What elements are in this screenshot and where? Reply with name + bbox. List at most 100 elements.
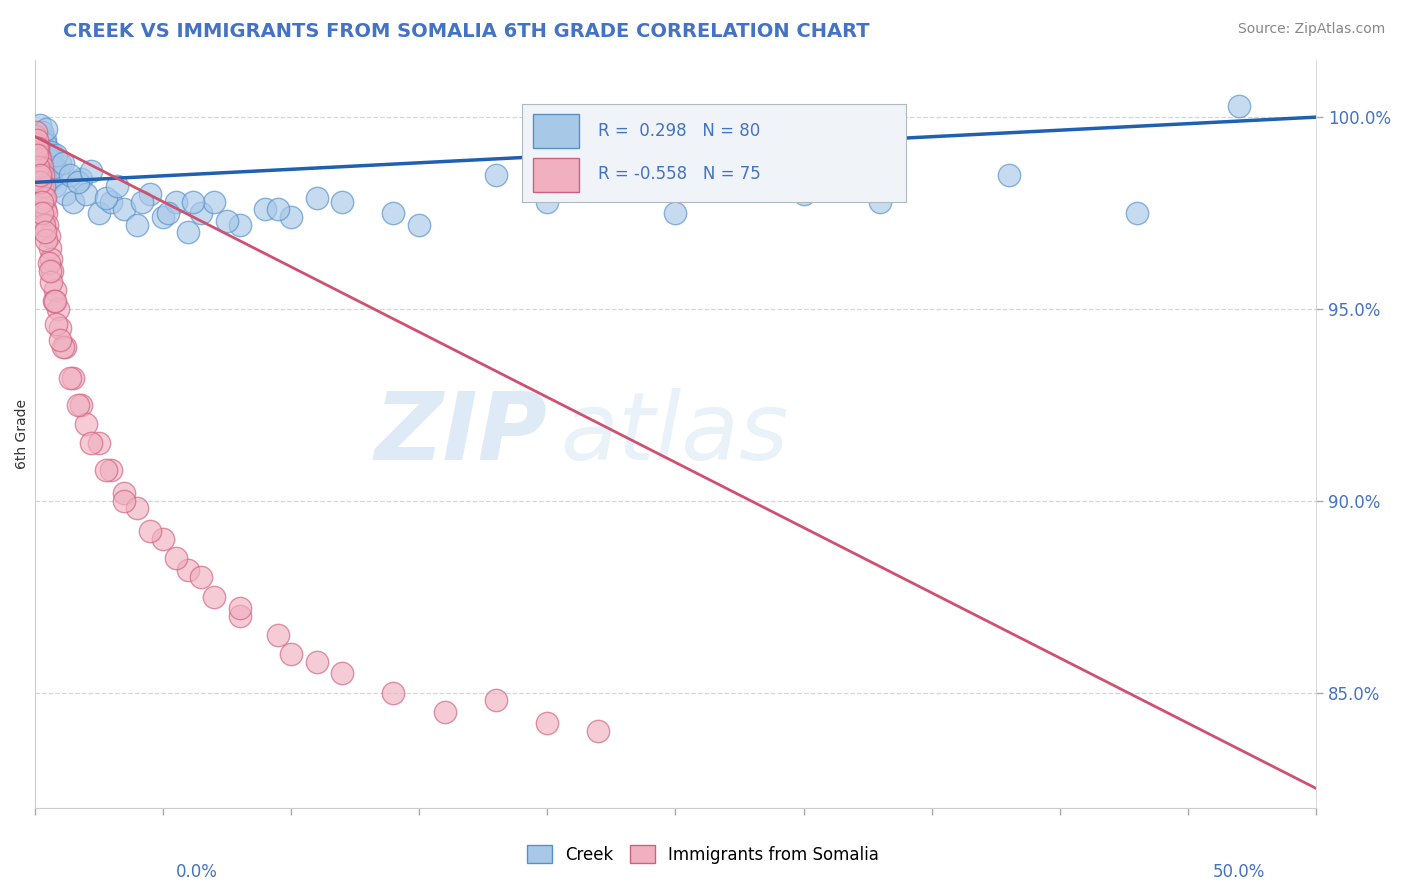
Text: atlas: atlas: [560, 388, 789, 479]
Point: [27, 160, 49, 174]
Point: [30, 153, 52, 167]
Point: [24, 129, 46, 144]
Point: [39, 241, 62, 255]
Point: [28, 168, 51, 182]
Point: [588, 723, 610, 738]
Text: CREEK VS IMMIGRANTS FROM SOMALIA 6TH GRADE CORRELATION CHART: CREEK VS IMMIGRANTS FROM SOMALIA 6TH GRA…: [63, 22, 870, 41]
Point: [305, 655, 328, 669]
Point: [42, 294, 65, 309]
Point: [44, 283, 66, 297]
Text: Source: ZipAtlas.com: Source: ZipAtlas.com: [1237, 22, 1385, 37]
Point: [32, 156, 55, 170]
Point: [28, 148, 51, 162]
Point: [31, 206, 53, 220]
Point: [42, 160, 65, 174]
Point: [49, 321, 72, 335]
Point: [25, 148, 48, 162]
Point: [34, 164, 56, 178]
Point: [24, 168, 46, 182]
Point: [741, 156, 763, 170]
Point: [45, 318, 67, 332]
Point: [30, 171, 52, 186]
Point: [52, 340, 75, 354]
Point: [152, 532, 174, 546]
Point: [997, 168, 1019, 182]
Point: [49, 333, 72, 347]
Point: [59, 371, 82, 385]
Point: [44, 179, 66, 194]
Point: [34, 225, 56, 239]
Text: ZIP: ZIP: [374, 388, 547, 480]
Point: [62, 371, 84, 385]
Point: [536, 716, 558, 731]
Point: [228, 608, 250, 623]
Point: [305, 191, 328, 205]
Point: [127, 501, 149, 516]
Point: [190, 570, 212, 584]
Point: [31, 194, 53, 209]
Point: [46, 164, 69, 178]
Point: [24, 136, 46, 151]
Point: [139, 524, 162, 539]
Point: [49, 156, 72, 170]
Point: [75, 186, 97, 201]
Point: [112, 202, 135, 217]
Point: [112, 486, 135, 500]
Point: [28, 118, 51, 132]
Point: [37, 160, 59, 174]
Point: [30, 145, 52, 159]
Point: [869, 194, 891, 209]
Point: [39, 171, 62, 186]
Point: [25, 129, 48, 144]
Point: [228, 601, 250, 615]
Point: [44, 294, 66, 309]
Point: [27, 156, 49, 170]
Point: [35, 206, 58, 220]
Point: [67, 175, 90, 189]
Point: [34, 179, 56, 194]
Point: [34, 202, 56, 217]
Point: [280, 647, 302, 661]
Point: [39, 275, 62, 289]
Point: [793, 186, 815, 201]
Point: [59, 168, 82, 182]
Point: [34, 191, 56, 205]
Point: [202, 590, 225, 604]
Point: [45, 148, 67, 162]
Point: [139, 186, 162, 201]
Point: [28, 136, 51, 151]
Point: [100, 463, 122, 477]
Point: [27, 160, 49, 174]
Point: [177, 563, 200, 577]
Point: [152, 210, 174, 224]
Point: [46, 301, 69, 316]
Point: [100, 194, 122, 209]
Point: [53, 340, 76, 354]
Point: [27, 141, 49, 155]
Point: [34, 218, 56, 232]
Point: [156, 206, 179, 220]
Point: [25, 126, 48, 140]
Point: [35, 121, 58, 136]
Point: [31, 148, 53, 162]
Point: [34, 141, 56, 155]
Point: [96, 191, 118, 205]
Point: [177, 225, 200, 239]
Point: [39, 263, 62, 277]
Point: [41, 263, 63, 277]
Point: [34, 136, 56, 151]
Point: [127, 218, 149, 232]
Point: [69, 171, 91, 186]
Point: [382, 206, 405, 220]
Point: [87, 206, 110, 220]
Point: [165, 551, 187, 566]
Point: [28, 164, 51, 178]
Point: [25, 141, 48, 155]
Point: [39, 148, 62, 162]
Point: [38, 168, 60, 182]
Point: [588, 179, 610, 194]
Point: [485, 168, 508, 182]
Point: [433, 705, 456, 719]
Point: [30, 153, 52, 167]
Point: [1126, 206, 1149, 220]
